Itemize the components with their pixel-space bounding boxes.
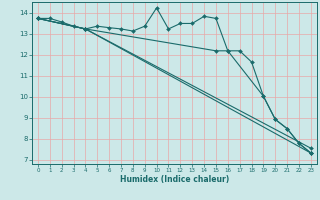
X-axis label: Humidex (Indice chaleur): Humidex (Indice chaleur) bbox=[120, 175, 229, 184]
